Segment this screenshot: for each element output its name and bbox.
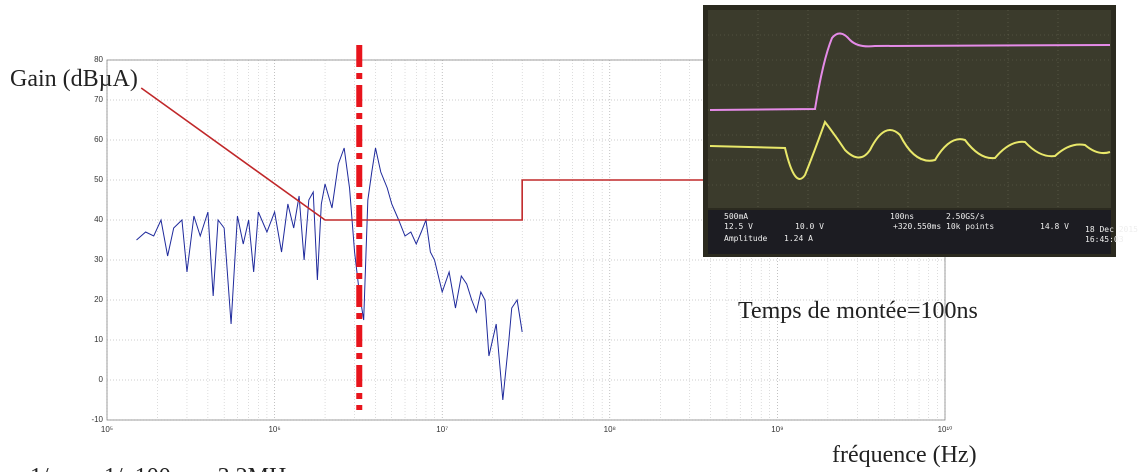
inset-label: 100ns <box>890 212 914 221</box>
inset-label: 16:45:03 <box>1085 235 1124 244</box>
y-tick-label: 60 <box>94 135 103 144</box>
inset-trace-voltage <box>709 119 1111 180</box>
x-tick-label: 10⁶ <box>268 425 280 434</box>
inset-label: 10.0 V <box>795 222 824 231</box>
inset-grid <box>708 10 1111 208</box>
x-tick-label: 10⁸ <box>604 425 616 434</box>
y-tick-label: 40 <box>94 215 103 224</box>
inset-label: 2.50GS/s <box>946 212 985 221</box>
inset-panel <box>708 210 1111 254</box>
series-line <box>140 87 711 221</box>
x-tick-label: 10¹⁰ <box>938 425 953 434</box>
inset-label: 14.8 V <box>1040 222 1069 231</box>
y-tick-label: 0 <box>99 375 104 384</box>
inset-label: 18 Dec 2015 <box>1085 225 1138 234</box>
inset-label: 500mA <box>724 212 748 221</box>
inset-label: +320.550ms <box>893 222 941 231</box>
x-tick-label: 10⁵ <box>101 425 113 434</box>
inset-label: 10k points <box>946 222 994 231</box>
marks <box>136 45 711 410</box>
y-tick-label: 50 <box>94 175 103 184</box>
inset-label: 1.24 A <box>784 234 813 243</box>
y-axis-label: Gain (dBµA) <box>10 66 138 92</box>
y-tick-label: 80 <box>94 55 103 64</box>
y-tick-label: -10 <box>91 415 103 424</box>
y-tick-label: 10 <box>94 335 103 344</box>
y-tick-label: 70 <box>94 95 103 104</box>
series-line <box>136 147 523 401</box>
x-tick-label: 10⁷ <box>436 425 448 434</box>
inset-trace-current <box>709 32 1111 111</box>
inset-label: 12.5 V <box>724 222 753 231</box>
inset-label: Amplitude <box>724 234 768 243</box>
y-tick-label: 30 <box>94 255 103 264</box>
x-tick-label: 10⁹ <box>771 425 783 434</box>
annotation: Temps de montée=100ns <box>738 298 978 324</box>
y-tick-label: 20 <box>94 295 103 304</box>
x-axis-label: fréquence (Hz) <box>832 442 977 468</box>
annotation: 1/πτr = 1/π100ns = 3.2MHz <box>30 464 297 472</box>
